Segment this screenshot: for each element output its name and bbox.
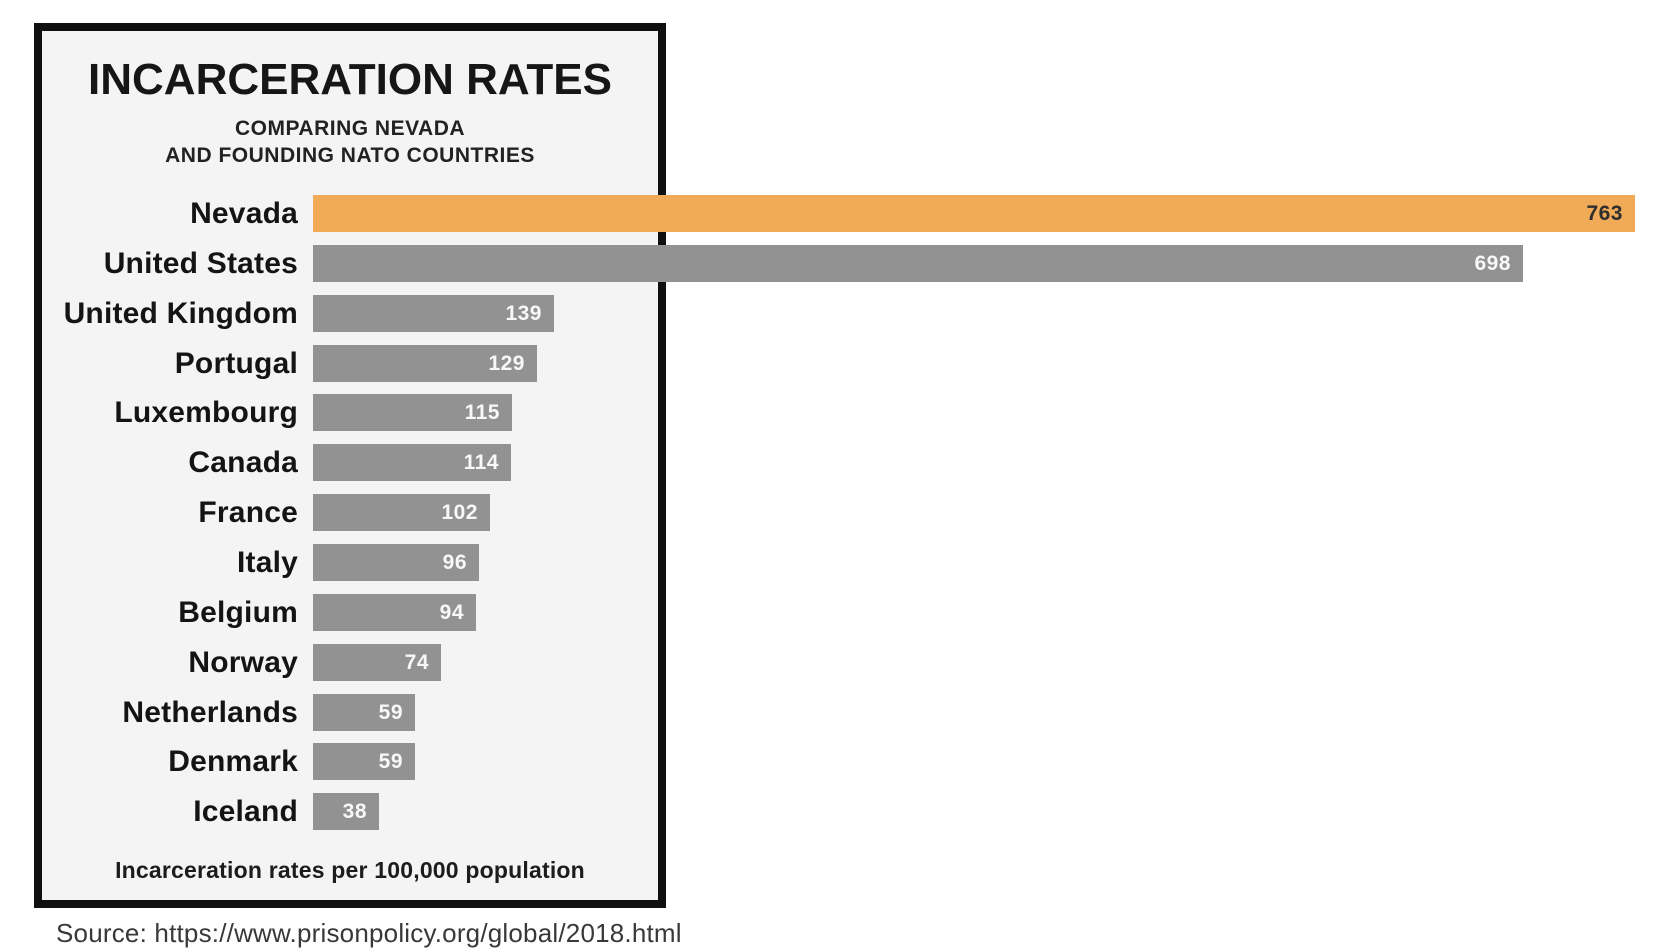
bar: 38 [313,793,379,830]
country-label: United Kingdom [63,297,298,330]
bar: 59 [313,694,415,731]
unit-footnote: Incarceration rates per 100,000 populati… [115,857,585,883]
bar-row: Iceland 38 [0,793,1658,830]
country-label: Nevada [190,197,298,230]
country-label: France [198,496,298,529]
value-label: 114 [463,450,499,474]
value-label: 129 [488,351,525,375]
bar: 102 [313,494,490,531]
value-label: 763 [1586,201,1623,225]
bar: 96 [313,544,479,581]
bar-row: France 102 [0,494,1658,531]
chart-title: INCARCERATION RATES [88,55,612,104]
bar-row: United Kingdom 139 [0,295,1658,332]
bar: 115 [313,394,512,431]
value-label: 59 [378,749,403,773]
bar: 698 [313,245,1523,282]
country-label: Netherlands [122,696,298,729]
value-label: 102 [441,500,478,524]
bar-row: Norway 74 [0,644,1658,681]
bar-row: United States 698 [0,245,1658,282]
value-label: 59 [378,700,403,724]
country-label: Luxembourg [114,396,298,429]
value-label: 74 [404,650,429,674]
chart-subtitle-line1: COMPARING NEVADA [234,117,466,140]
country-label: United States [103,247,298,280]
country-label: Norway [188,646,298,679]
bar: 139 [313,295,554,332]
country-label: Belgium [178,596,298,629]
country-label: Portugal [174,347,298,380]
value-label: 698 [1474,251,1511,275]
chart-subtitle-line2: AND FOUNDING NATO COUNTRIES [165,144,535,167]
country-label: Canada [188,446,298,479]
value-label: 38 [342,799,367,823]
value-label: 96 [442,550,467,574]
country-label: Denmark [168,745,298,778]
bar-row: Italy 96 [0,544,1658,581]
value-label: 115 [464,400,500,424]
bar-row: Canada 114 [0,444,1658,481]
bar-row: Netherlands 59 [0,694,1658,731]
value-label: 94 [439,600,464,624]
bar: 114 [313,444,511,481]
bar: 94 [313,594,476,631]
country-label: Iceland [193,795,298,828]
bar: 129 [313,345,537,382]
country-label: Italy [236,546,298,579]
bar-row: Belgium 94 [0,594,1658,631]
chart-subtitle: COMPARING NEVADA AND FOUNDING NATO COUNT… [42,115,658,169]
bar-row: Denmark 59 [0,743,1658,780]
bar: 74 [313,644,441,681]
bar-row: Luxembourg 115 [0,394,1658,431]
bar-highlight: 763 [313,195,1635,232]
value-label: 139 [505,301,542,325]
bar: 59 [313,743,415,780]
bar-row: Portugal 129 [0,345,1658,382]
source-text: Source: https://www.prisonpolicy.org/glo… [56,918,682,948]
bar-row: Nevada 763 [0,195,1658,232]
